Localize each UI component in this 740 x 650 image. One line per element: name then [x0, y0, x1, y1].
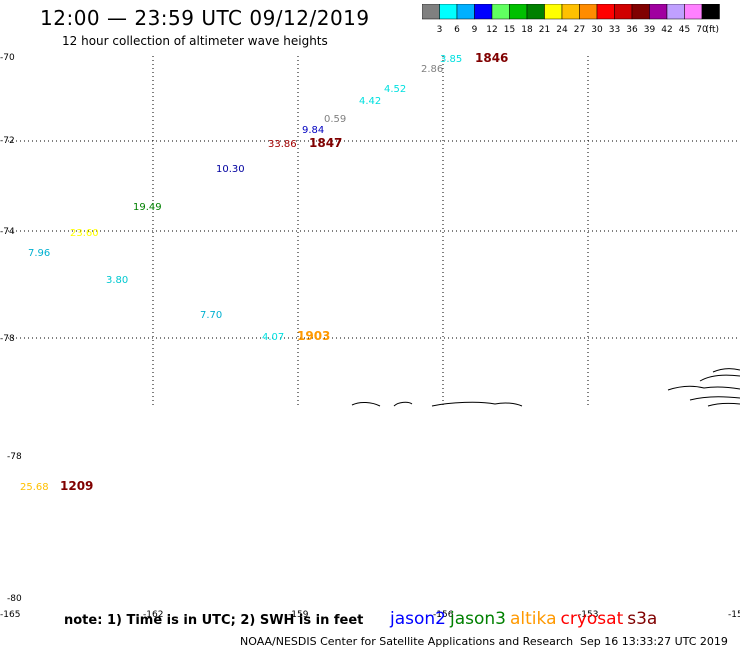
swh-value-label: 7.96 [28, 248, 50, 259]
swh-value-label: 7.70 [200, 310, 222, 321]
pass-time-labels: 1846 1847 1903 1209 [60, 51, 508, 493]
satellite-jason2: jason2 [390, 609, 446, 629]
map-title: 12:00 — 23:59 UTC 09/12/2019 [40, 6, 370, 30]
swh-value-label: 25.68 [20, 482, 49, 493]
footer-note: note: 1) Time is in UTC; 2) SWH is in fe… [64, 613, 364, 628]
scale-tick-label: 33 [609, 25, 620, 35]
lat-tick-label: -78 [7, 452, 22, 462]
scale-tick-label: 6 [454, 25, 460, 35]
swh-value-label: 3.85 [440, 54, 462, 65]
scale-tick-label: 18 [521, 25, 533, 35]
swh-value-label: 23.60 [70, 228, 99, 239]
scale-tick-label: 42 [661, 25, 672, 35]
satellite-jason3: jason3 [450, 609, 506, 629]
axis-tick-labels: -70 -72 -74 -78 -78 -80 -165 -162 -159 -156 -153 -1… [0, 53, 740, 620]
scale-tick-label: 12 [486, 25, 497, 35]
swh-value-label: 4.07 [262, 332, 284, 343]
lon-tick-label: -15 [728, 610, 740, 620]
generated-timestamp: Sep 16 13:33:27 UTC 2019 [580, 635, 728, 648]
lat-tick-label: -74 [0, 227, 15, 237]
scale-tick-label: 3 [437, 25, 443, 35]
pass-time-label: 1903 [297, 329, 330, 343]
lon-tick-label: -162 [143, 610, 163, 620]
swh-value-label: 0.59 [324, 114, 346, 125]
swh-value-label: 9.84 [302, 125, 324, 136]
pass-time-label: 1846 [475, 51, 508, 65]
swh-value-label: 3.80 [106, 275, 128, 286]
satellite-cryosat: cryosat [560, 609, 624, 629]
grid-lines [8, 56, 740, 405]
lon-tick-label: -156 [433, 610, 454, 620]
swh-value-label: 4.42 [359, 96, 381, 107]
satellite-legend: jason2 jason3 altika cryosat s3a [390, 609, 661, 629]
scale-tick-label: 45 [679, 25, 690, 35]
lat-tick-label: -70 [0, 53, 15, 63]
scale-tick-label: 9 [472, 25, 478, 35]
lat-tick-label: -78 [0, 334, 15, 344]
credit-line: NOAA/NESDIS Center for Satellite Applica… [240, 635, 574, 648]
swh-value-label: 33.86 [268, 139, 297, 150]
lon-tick-label: -165 [0, 610, 20, 620]
observation-labels: 3.852.86 4.524.42 0.599.84 33.86 10.30 19.49 2… [20, 54, 462, 493]
lat-tick-label: -80 [7, 594, 22, 604]
scale-tick-label: 21 [539, 25, 550, 35]
scale-tick-label: 39 [644, 25, 656, 35]
scale-tick-label: 24 [556, 25, 568, 35]
swh-value-label: 19.49 [133, 202, 162, 213]
scale-tick-label: 27 [574, 25, 585, 35]
scale-tick-label: 30 [591, 25, 603, 35]
satellite-altika: altika [510, 609, 557, 629]
scale-swatch [701, 4, 720, 20]
scale-tick-label: 36 [626, 25, 638, 35]
swh-value-label: 10.30 [216, 164, 245, 175]
swh-value-label: 4.52 [384, 84, 406, 95]
swh-value-label: 2.86 [421, 64, 443, 75]
scale-tick-label: 70 [696, 25, 708, 35]
pass-time-label: 1209 [60, 479, 93, 493]
coastline [351, 368, 740, 407]
satellite-s3a: s3a [627, 609, 658, 629]
map-subtitle: 12 hour collection of altimeter wave hei… [62, 34, 328, 48]
scale-tick-label: 15 [504, 25, 515, 35]
lat-tick-label: -72 [0, 136, 15, 146]
scale-unit-label: (ft) [706, 25, 720, 35]
lon-tick-label: -153 [578, 610, 598, 620]
color-scale-legend: 3 6 9 12 15 18 21 24 27 30 33 36 39 42 45 70(ft) [422, 4, 720, 35]
pass-time-label: 1847 [309, 136, 342, 150]
lon-tick-label: -159 [288, 610, 309, 620]
